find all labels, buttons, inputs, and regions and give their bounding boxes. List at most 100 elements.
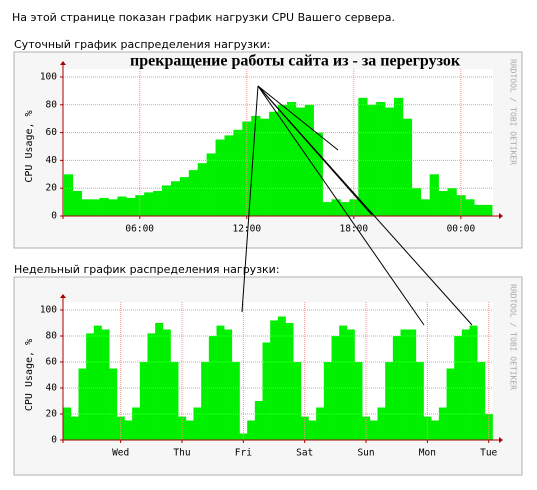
bar (469, 325, 478, 440)
y-axis-label: CPU Usage, % (24, 339, 35, 411)
bar (233, 129, 243, 216)
bar (322, 202, 332, 216)
y-tick-label: 100 (40, 72, 57, 83)
bar (101, 329, 110, 440)
bar (208, 336, 217, 440)
bar (132, 407, 141, 440)
bar (109, 368, 118, 440)
y-tick-label: 40 (46, 383, 58, 394)
bar (162, 185, 172, 216)
bar (72, 190, 83, 216)
bar (438, 407, 447, 440)
y-tick-label: 20 (46, 409, 58, 420)
bar (354, 362, 363, 440)
weekly-heading: Недельный график распределения нагрузки: (14, 263, 280, 276)
bar (402, 118, 413, 216)
chart: 0 20 40 60 80 100 Wed Thu Fri Sat Sun Mon Tue CPU Usa… (13, 276, 523, 476)
bar (206, 153, 216, 216)
x-tick-label: 18:00 (340, 224, 369, 235)
bar (429, 174, 439, 216)
bar (339, 325, 348, 440)
bar (78, 368, 87, 440)
bar (377, 407, 386, 440)
bar (393, 97, 404, 216)
bar (408, 329, 417, 440)
bar (179, 177, 190, 216)
bar (269, 111, 279, 216)
bar (323, 362, 332, 440)
bar (454, 336, 463, 440)
bar (117, 196, 127, 216)
x-tick-label: Tue (480, 448, 497, 459)
bar (260, 118, 270, 216)
annotation-arrows (241, 85, 473, 326)
bar (193, 407, 202, 440)
bar (251, 115, 261, 216)
bar (188, 170, 199, 216)
bar (461, 329, 470, 440)
bar (185, 420, 194, 440)
y-axis-label: CPU Usage, % (24, 110, 35, 182)
bar (224, 135, 234, 216)
bar (242, 121, 252, 216)
bar (278, 104, 288, 216)
bar (170, 181, 181, 216)
bar (201, 362, 210, 440)
bar (63, 407, 72, 440)
bar (162, 329, 171, 440)
bar (411, 188, 422, 216)
bar (216, 325, 225, 440)
bar (262, 342, 271, 440)
bar (431, 420, 440, 440)
bar (331, 199, 341, 216)
y-tick-label: 60 (46, 127, 58, 138)
bar (420, 199, 430, 216)
bar (247, 420, 256, 440)
bar (465, 199, 475, 216)
x-tick-label: Sun (357, 448, 374, 459)
bar (293, 362, 302, 440)
y-tick-label: 0 (51, 211, 57, 222)
x-tick-label: Fri (235, 448, 252, 459)
arrow-line (241, 85, 259, 313)
bar (170, 362, 179, 440)
y-tick-label: 80 (46, 99, 58, 110)
x-tick-label: Sat (296, 448, 313, 459)
bar (215, 139, 225, 216)
bar (376, 102, 386, 216)
bar (438, 190, 448, 216)
y-tick-label: 20 (46, 183, 58, 194)
bar (144, 192, 154, 216)
bar (86, 333, 95, 440)
x-axis-arrow (499, 213, 503, 219)
x-tick-label: Mon (419, 448, 436, 459)
arrow-line (257, 85, 425, 326)
y-tick-label: 80 (46, 331, 58, 342)
bar (254, 401, 263, 440)
y-tick-label: 0 (51, 435, 57, 446)
bar (90, 199, 100, 216)
bar (224, 329, 233, 440)
bar (63, 174, 74, 216)
x-tick-label: Wed (112, 448, 129, 459)
bar (270, 320, 279, 440)
bar (108, 199, 118, 216)
bar (285, 323, 294, 440)
bar (308, 420, 317, 440)
x-tick-label: 00:00 (447, 224, 476, 235)
bar (153, 190, 163, 216)
bar (474, 204, 484, 216)
watermark: RRDTOOL / TOBI OETIKER (509, 59, 518, 165)
bar (369, 420, 378, 440)
bar (446, 368, 455, 440)
x-axis-arrow (499, 437, 503, 443)
x-tick-label: 12:00 (232, 224, 261, 235)
charts: 0 20 40 60 80 100 06:00 12:00 18:00 00:00 CPU Usag… (13, 51, 523, 476)
bar (93, 325, 102, 440)
y-tick-label: 100 (40, 305, 57, 316)
y-tick-label: 40 (46, 155, 58, 166)
bar (231, 362, 240, 440)
annotation-group: прекращение работы сайта из - за перегру… (130, 53, 473, 326)
